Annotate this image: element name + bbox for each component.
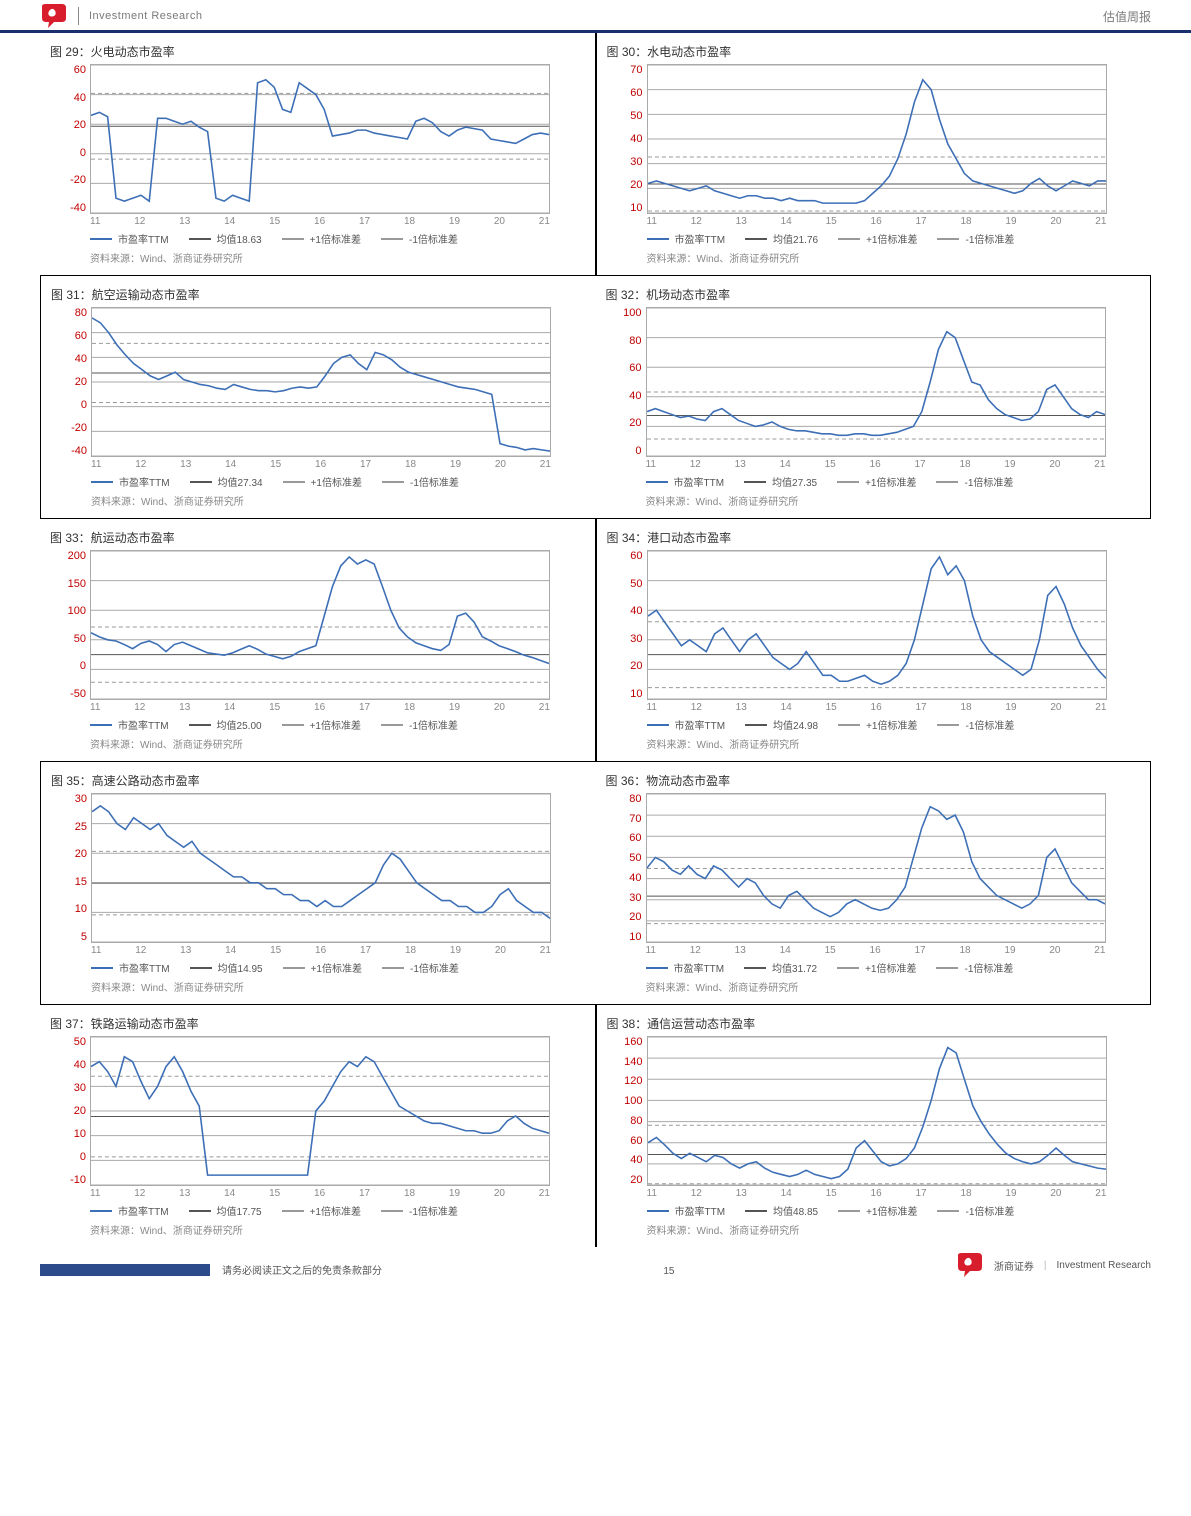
chart-wrap: 6050403020101112131415161718192021 市盈率TTM… — [607, 550, 1142, 751]
chart-source: 资料来源：Wind、浙商证券研究所 — [90, 250, 585, 265]
chart-legend: 市盈率TTM均值24.98+1倍标准差-1倍标准差 — [647, 717, 1142, 732]
brand-logo-icon — [956, 1253, 984, 1277]
chart-source: 资料来源：Wind、浙商证券研究所 — [646, 979, 1141, 994]
chart-wrap: 1008060402001112131415161718192021 市盈率TTM… — [606, 307, 1141, 508]
chart-cell: 图 32：机场动态市盈率 1008060402001112131415161718… — [596, 276, 1152, 518]
chart-title: 图 31：航空运输动态市盈率 — [51, 286, 586, 303]
x-axis-labels: 1112131415161718192021 — [646, 945, 1106, 956]
chart-plot — [647, 64, 1107, 214]
chart-plot — [647, 1036, 1107, 1186]
chart-cell: 图 30：水电动态市盈率 7060504030201011121314151617… — [596, 33, 1152, 275]
chart-title: 图 34：港口动态市盈率 — [607, 529, 1142, 546]
x-axis-labels: 1112131415161718192021 — [646, 459, 1106, 470]
chart-title: 图 32：机场动态市盈率 — [606, 286, 1141, 303]
x-axis-labels: 1112131415161718192021 — [647, 216, 1107, 227]
footer-brand-sub: Investment Research — [1056, 1260, 1151, 1271]
chart-wrap: 302520151051112131415161718192021 市盈率TTM均… — [51, 793, 586, 994]
chart-source: 资料来源：Wind、浙商证券研究所 — [647, 250, 1142, 265]
chart-title: 图 33：航运动态市盈率 — [50, 529, 585, 546]
chart-legend: 市盈率TTM均值27.35+1倍标准差-1倍标准差 — [646, 474, 1141, 489]
chart-source: 资料来源：Wind、浙商证券研究所 — [647, 736, 1142, 751]
chart-plot — [90, 550, 550, 700]
chart-source: 资料来源：Wind、浙商证券研究所 — [90, 736, 585, 751]
chart-wrap: 1601401201008060402011121314151617181920… — [607, 1036, 1142, 1237]
header-divider — [78, 7, 79, 25]
chart-title: 图 36：物流动态市盈率 — [606, 772, 1141, 789]
chart-plot — [90, 64, 550, 214]
x-axis-labels: 1112131415161718192021 — [90, 702, 550, 713]
chart-title: 图 35：高速公路动态市盈率 — [51, 772, 586, 789]
chart-legend: 市盈率TTM均值27.34+1倍标准差-1倍标准差 — [91, 474, 586, 489]
chart-cell: 图 29：火电动态市盈率 6040200-20-40111213141516171… — [40, 33, 596, 275]
chart-source: 资料来源：Wind、浙商证券研究所 — [91, 493, 586, 508]
chart-wrap: 80706050403020101112131415161718192021 市盈… — [606, 793, 1141, 994]
chart-source: 资料来源：Wind、浙商证券研究所 — [647, 1222, 1142, 1237]
header: Investment Research 估值周报 — [0, 0, 1191, 33]
chart-legend: 市盈率TTM均值48.85+1倍标准差-1倍标准差 — [647, 1203, 1142, 1218]
chart-source: 资料来源：Wind、浙商证券研究所 — [91, 979, 586, 994]
chart-title: 图 38：通信运营动态市盈率 — [607, 1015, 1142, 1032]
footer-right: 浙商证券 | Investment Research — [956, 1253, 1151, 1277]
brand-logo-icon — [40, 4, 68, 28]
chart-source: 资料来源：Wind、浙商证券研究所 — [90, 1222, 585, 1237]
footer-left: 请务必阅读正文之后的免责条款部分 — [40, 1262, 382, 1277]
x-axis-labels: 1112131415161718192021 — [90, 1188, 550, 1199]
footer: 请务必阅读正文之后的免责条款部分 15 浙商证券 | Investment Re… — [0, 1247, 1191, 1287]
chart-title: 图 30：水电动态市盈率 — [607, 43, 1142, 60]
chart-cell: 图 36：物流动态市盈率 8070605040302010111213141516… — [596, 762, 1152, 1004]
y-axis-labels: 806040200-20-40 — [51, 307, 91, 457]
chart-cell: 图 33：航运动态市盈率 200150100500-501112131415161… — [40, 519, 596, 761]
y-axis-labels: 6040200-20-40 — [50, 64, 90, 214]
chart-wrap: 806040200-20-401112131415161718192021 市盈率… — [51, 307, 586, 508]
y-axis-labels: 200150100500-50 — [50, 550, 90, 700]
chart-wrap: 200150100500-501112131415161718192021 市盈率… — [50, 550, 585, 751]
chart-title: 图 29：火电动态市盈率 — [50, 43, 585, 60]
y-axis-labels: 100806040200 — [606, 307, 646, 457]
chart-cell: 图 34：港口动态市盈率 6050403020101112131415161718… — [596, 519, 1152, 761]
y-axis-labels: 605040302010 — [607, 550, 647, 700]
footer-brand-text: 浙商证券 — [994, 1258, 1034, 1273]
y-axis-labels: 30252015105 — [51, 793, 91, 943]
x-axis-labels: 1112131415161718192021 — [91, 945, 551, 956]
chart-source: 资料来源：Wind、浙商证券研究所 — [646, 493, 1141, 508]
chart-legend: 市盈率TTM均值18.63+1倍标准差-1倍标准差 — [90, 231, 585, 246]
chart-cell: 图 31：航空运输动态市盈率 806040200-20-4011121314151… — [40, 276, 596, 518]
footer-disclaimer: 请务必阅读正文之后的免责条款部分 — [222, 1262, 382, 1277]
x-axis-labels: 1112131415161718192021 — [90, 216, 550, 227]
chart-cell: 图 38：通信运营动态市盈率 16014012010080604020111213… — [596, 1005, 1152, 1247]
chart-wrap: 50403020100-101112131415161718192021 市盈率T… — [50, 1036, 585, 1237]
chart-cell: 图 35：高速公路动态市盈率 30252015105111213141516171… — [40, 762, 596, 1004]
chart-plot — [647, 550, 1107, 700]
chart-plot — [646, 307, 1106, 457]
y-axis-labels: 8070605040302010 — [606, 793, 646, 943]
header-left: Investment Research — [40, 4, 202, 28]
footer-page-number: 15 — [663, 1266, 674, 1277]
chart-legend: 市盈率TTM均值14.95+1倍标准差-1倍标准差 — [91, 960, 586, 975]
footer-accent-bar — [40, 1264, 210, 1276]
y-axis-labels: 50403020100-10 — [50, 1036, 90, 1186]
chart-legend: 市盈率TTM均值17.75+1倍标准差-1倍标准差 — [90, 1203, 585, 1218]
chart-grid: 图 29：火电动态市盈率6040200-20-40111213141516171… — [0, 33, 1191, 1247]
chart-wrap: 706050403020101112131415161718192021 市盈率T… — [607, 64, 1142, 265]
header-left-text: Investment Research — [89, 10, 202, 22]
chart-title: 图 37：铁路运输动态市盈率 — [50, 1015, 585, 1032]
chart-legend: 市盈率TTM均值25.00+1倍标准差-1倍标准差 — [90, 717, 585, 732]
chart-legend: 市盈率TTM均值31.72+1倍标准差-1倍标准差 — [646, 960, 1141, 975]
x-axis-labels: 1112131415161718192021 — [647, 1188, 1107, 1199]
chart-plot — [91, 793, 551, 943]
x-axis-labels: 1112131415161718192021 — [647, 702, 1107, 713]
chart-legend: 市盈率TTM均值21.76+1倍标准差-1倍标准差 — [647, 231, 1142, 246]
x-axis-labels: 1112131415161718192021 — [91, 459, 551, 470]
chart-plot — [90, 1036, 550, 1186]
y-axis-labels: 70605040302010 — [607, 64, 647, 214]
chart-wrap: 6040200-20-401112131415161718192021 市盈率TT… — [50, 64, 585, 265]
chart-cell: 图 37：铁路运输动态市盈率 50403020100-10111213141516… — [40, 1005, 596, 1247]
y-axis-labels: 16014012010080604020 — [607, 1036, 647, 1186]
chart-plot — [646, 793, 1106, 943]
chart-plot — [91, 307, 551, 457]
header-right-text: 估值周报 — [1103, 8, 1151, 25]
